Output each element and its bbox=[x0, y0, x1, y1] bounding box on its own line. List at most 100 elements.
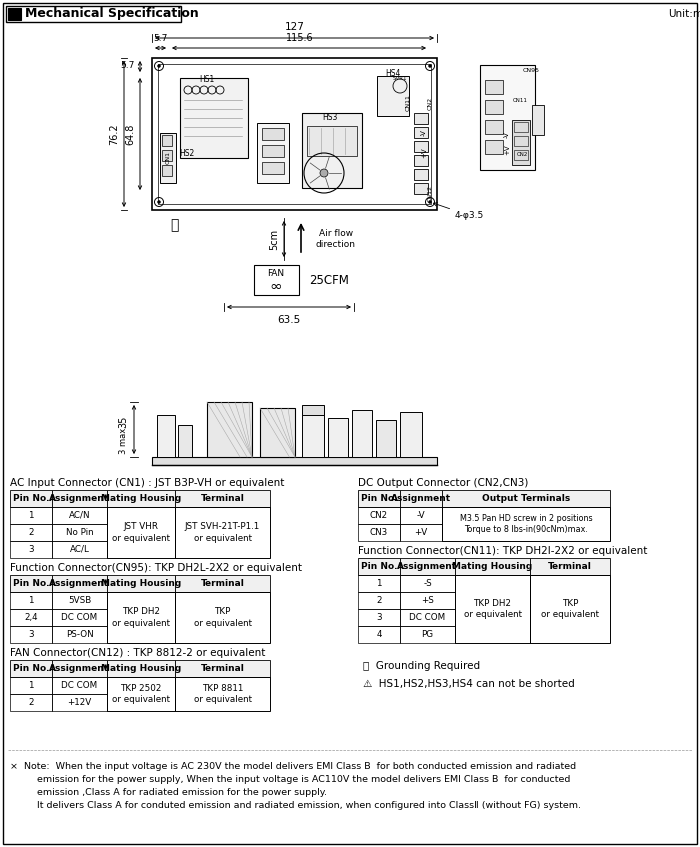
Text: +V: +V bbox=[504, 145, 510, 155]
Text: TKP
or equivalent: TKP or equivalent bbox=[541, 599, 599, 619]
Text: Output Terminals: Output Terminals bbox=[482, 494, 570, 503]
Bar bbox=[52, 660, 107, 677]
Text: Assignment: Assignment bbox=[50, 494, 110, 503]
Bar bbox=[400, 524, 442, 541]
Bar bbox=[10, 609, 52, 626]
Text: ×  Note:  When the input voltage is AC 230V the model delivers EMI Class B  for : × Note: When the input voltage is AC 230… bbox=[10, 762, 576, 771]
Text: Assignment: Assignment bbox=[50, 579, 110, 588]
Bar bbox=[358, 626, 400, 643]
Bar bbox=[358, 524, 400, 541]
Bar bbox=[455, 558, 530, 575]
Bar bbox=[257, 123, 289, 183]
Bar bbox=[514, 136, 528, 146]
Text: CN1: CN1 bbox=[165, 152, 171, 164]
Text: 3: 3 bbox=[376, 613, 382, 622]
Bar bbox=[358, 609, 400, 626]
Bar bbox=[10, 575, 52, 592]
Text: AC/L: AC/L bbox=[69, 545, 90, 554]
Text: Terminal: Terminal bbox=[201, 664, 244, 673]
Bar bbox=[377, 76, 409, 116]
Bar bbox=[307, 126, 357, 156]
Text: Mating Housing: Mating Housing bbox=[452, 562, 533, 571]
Bar bbox=[414, 155, 428, 166]
Bar bbox=[8, 8, 21, 20]
Text: Function Connector(CN95): TKP DH2L-2X2 or equivalent: Function Connector(CN95): TKP DH2L-2X2 o… bbox=[10, 563, 302, 573]
Bar bbox=[512, 120, 530, 165]
Text: AC Input Connector (CN1) : JST B3P-VH or equivalent: AC Input Connector (CN1) : JST B3P-VH or… bbox=[10, 478, 284, 488]
Text: 5cm: 5cm bbox=[269, 229, 279, 250]
Bar bbox=[400, 575, 455, 592]
Bar bbox=[10, 592, 52, 609]
Text: CN2: CN2 bbox=[517, 152, 528, 158]
Bar bbox=[302, 405, 324, 415]
Bar bbox=[328, 418, 348, 457]
Bar bbox=[180, 78, 248, 158]
Bar bbox=[352, 410, 372, 457]
Circle shape bbox=[428, 201, 431, 203]
Bar bbox=[107, 677, 175, 711]
Bar bbox=[414, 113, 428, 124]
Circle shape bbox=[320, 169, 328, 177]
Text: TKP
or equivalent: TKP or equivalent bbox=[193, 607, 251, 628]
Bar bbox=[52, 592, 107, 609]
Text: 25CFM: 25CFM bbox=[309, 274, 349, 286]
Text: 1: 1 bbox=[28, 511, 34, 520]
Text: FAN: FAN bbox=[267, 269, 285, 279]
Bar bbox=[52, 575, 107, 592]
Bar bbox=[530, 575, 610, 643]
Bar bbox=[485, 120, 503, 134]
Bar bbox=[52, 609, 107, 626]
Bar bbox=[414, 183, 428, 194]
Bar bbox=[400, 626, 455, 643]
Bar bbox=[485, 140, 503, 154]
Bar bbox=[485, 100, 503, 114]
Bar bbox=[10, 694, 52, 711]
Bar bbox=[414, 141, 428, 152]
Text: CN2: CN2 bbox=[428, 97, 433, 109]
Bar bbox=[400, 412, 422, 457]
Text: 1: 1 bbox=[377, 579, 382, 588]
Text: CN3: CN3 bbox=[370, 528, 388, 537]
Text: Pin No.: Pin No. bbox=[13, 664, 49, 673]
Text: Mating Housing: Mating Housing bbox=[101, 664, 181, 673]
Bar bbox=[455, 575, 530, 643]
Bar bbox=[6, 6, 181, 22]
Bar bbox=[514, 122, 528, 132]
Text: Pin No.: Pin No. bbox=[13, 494, 49, 503]
Text: Assignment: Assignment bbox=[50, 664, 110, 673]
Bar bbox=[175, 575, 270, 592]
Bar bbox=[302, 412, 324, 457]
Text: 1: 1 bbox=[28, 681, 34, 690]
Text: 4-φ3.5: 4-φ3.5 bbox=[433, 202, 484, 220]
Bar bbox=[10, 660, 52, 677]
Text: PG: PG bbox=[421, 630, 433, 639]
Bar bbox=[162, 135, 172, 146]
Bar bbox=[52, 626, 107, 643]
Text: 2: 2 bbox=[28, 698, 34, 707]
Bar bbox=[400, 490, 442, 507]
Bar bbox=[162, 150, 172, 161]
Bar bbox=[400, 558, 455, 575]
Bar bbox=[152, 58, 437, 210]
Text: FAN Connector(CN12) : TKP 8812-2 or equivalent: FAN Connector(CN12) : TKP 8812-2 or equi… bbox=[10, 648, 265, 658]
Text: HS2: HS2 bbox=[179, 148, 195, 158]
Bar bbox=[52, 507, 107, 524]
Text: 2,4: 2,4 bbox=[25, 613, 38, 622]
Bar bbox=[52, 490, 107, 507]
Text: Air flow
direction: Air flow direction bbox=[316, 229, 356, 249]
Circle shape bbox=[428, 64, 431, 68]
Bar bbox=[175, 677, 270, 711]
Bar bbox=[52, 677, 107, 694]
Bar bbox=[254, 265, 299, 295]
Text: It delivers Class A for conduted emission and radiated emission, when configured: It delivers Class A for conduted emissio… bbox=[10, 801, 581, 810]
Text: DC Output Connector (CN2,CN3): DC Output Connector (CN2,CN3) bbox=[358, 478, 528, 488]
Text: HS3: HS3 bbox=[322, 113, 337, 123]
Text: HS4: HS4 bbox=[385, 69, 400, 77]
Text: Assignment: Assignment bbox=[391, 494, 451, 503]
Bar bbox=[400, 592, 455, 609]
Text: TKP 2502
or equivalent: TKP 2502 or equivalent bbox=[112, 684, 170, 704]
Text: 115.6: 115.6 bbox=[286, 33, 314, 43]
Text: TKP 8811
or equivalent: TKP 8811 or equivalent bbox=[193, 684, 251, 704]
Bar bbox=[358, 507, 400, 524]
Bar bbox=[10, 524, 52, 541]
